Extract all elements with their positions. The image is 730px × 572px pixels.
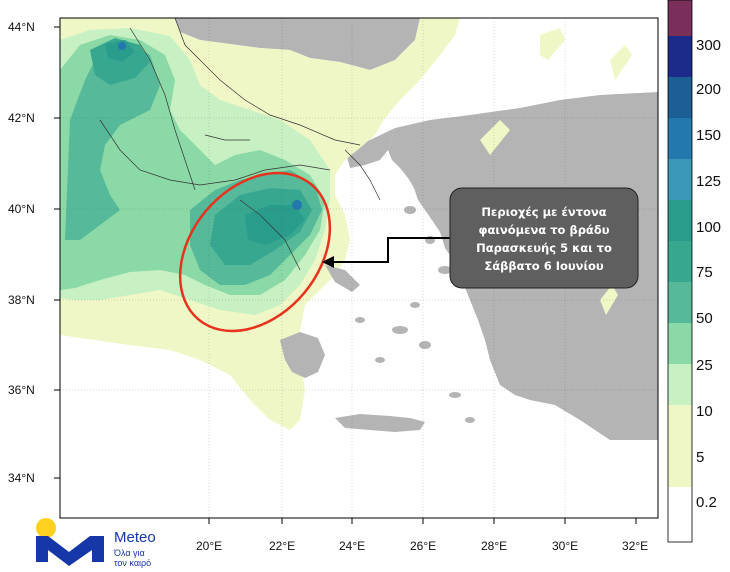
- land-island-5: [438, 266, 452, 274]
- logo-tagline-2: τον καιρό: [114, 558, 151, 568]
- land-thrace: [345, 128, 395, 168]
- lat-label-38: 38°N: [8, 293, 35, 307]
- callout-line-3: Παρασκευής 5 και το: [476, 241, 612, 255]
- cb-label-100: 100: [696, 219, 721, 236]
- land-island-9: [449, 392, 461, 398]
- meteo-logo: Meteo Όλα για τον καιρό: [36, 518, 156, 568]
- precip-150-spot-1: [118, 42, 126, 50]
- lat-label-44: 44°N: [8, 20, 35, 34]
- land-euboea: [325, 265, 360, 292]
- land-crete: [335, 414, 425, 432]
- precip-streak-4: [480, 120, 510, 155]
- callout-box: Περιοχές με έντονα φαινόμενα το βράδυ Πα…: [449, 187, 639, 289]
- lon-label-32: 32°E: [622, 539, 648, 553]
- lat-label-36: 36°N: [8, 383, 35, 397]
- land-island-6: [404, 206, 416, 214]
- land-island-8: [355, 317, 365, 323]
- lon-label-28: 28°E: [481, 539, 507, 553]
- land-peloponnese: [280, 332, 325, 378]
- precip-streak-2: [540, 28, 565, 60]
- cb-swatch-02b: [668, 487, 692, 542]
- lon-label-20: 20°E: [196, 539, 222, 553]
- precip-streak-1: [420, 25, 445, 55]
- lat-axis: 44°N 42°N 40°N 38°N 36°N 34°N: [8, 20, 60, 485]
- cb-swatch-50: [668, 282, 692, 323]
- cb-swatch-25: [668, 323, 692, 364]
- cb-swatch-200: [668, 77, 692, 118]
- cb-label-25: 25: [696, 357, 713, 374]
- precip-75: [90, 38, 150, 85]
- land-island-1: [392, 326, 408, 334]
- cb-label-5: 5: [696, 449, 704, 466]
- callout-line-4: Σάββατο 6 Ιουνίου: [484, 259, 604, 273]
- cb-label-125: 125: [696, 173, 721, 190]
- highlight-ellipse: [178, 171, 332, 333]
- lat-label-42: 42°N: [8, 111, 35, 125]
- cb-label-150: 150: [696, 127, 721, 144]
- cb-swatch-10: [668, 364, 692, 405]
- cb-swatch-75: [668, 241, 692, 282]
- precip-streak-3: [610, 45, 632, 80]
- land-north: [175, 18, 420, 70]
- logo-name: Meteo: [114, 529, 156, 546]
- lon-label-22: 22°E: [269, 539, 295, 553]
- cb-swatch-150: [668, 118, 692, 159]
- cb-label-200: 200: [696, 81, 721, 98]
- cb-label-75: 75: [696, 264, 713, 281]
- cb-label-10: 10: [696, 403, 713, 420]
- cb-swatch-100: [668, 200, 692, 241]
- cb-swatch-top: [668, 0, 692, 36]
- cb-swatch-02a: [668, 446, 692, 487]
- logo-m-icon: [36, 536, 104, 566]
- land-island-4: [410, 302, 420, 308]
- lon-axis: 20°E 22°E 24°E 26°E 28°E 30°E 32°E: [196, 518, 648, 553]
- cb-swatch-125: [668, 159, 692, 200]
- precip-150-spot-2: [292, 200, 302, 210]
- cb-swatch-5: [668, 405, 692, 446]
- callout-line-1: Περιοχές με έντονα: [481, 205, 606, 219]
- cb-label-02: 0.2: [696, 494, 717, 511]
- cb-label-300: 300: [696, 37, 721, 54]
- land-island-10: [465, 417, 475, 423]
- lat-label-40: 40°N: [8, 202, 35, 216]
- land-island-3: [375, 357, 385, 363]
- callout-arrow: [322, 237, 450, 268]
- precip-50: [65, 40, 160, 240]
- lon-label-30: 30°E: [552, 539, 578, 553]
- land-island-2: [419, 341, 431, 349]
- lon-label-24: 24°E: [339, 539, 365, 553]
- logo-tagline-1: Όλα για: [113, 548, 145, 558]
- cb-swatch-300: [668, 36, 692, 77]
- precip-100: [105, 40, 135, 62]
- country-borders: [99, 18, 381, 271]
- plot-frame: [59, 17, 659, 519]
- lon-label-26: 26°E: [410, 539, 436, 553]
- colorbar: 300 200 150 125 100 75 50 25 10 5 0.2: [667, 0, 721, 543]
- lat-label-34: 34°N: [8, 471, 35, 485]
- logo-sun-icon: [36, 518, 56, 538]
- callout-line-2: φαινόμενα το βράδυ: [479, 223, 610, 237]
- cb-label-50: 50: [696, 310, 713, 327]
